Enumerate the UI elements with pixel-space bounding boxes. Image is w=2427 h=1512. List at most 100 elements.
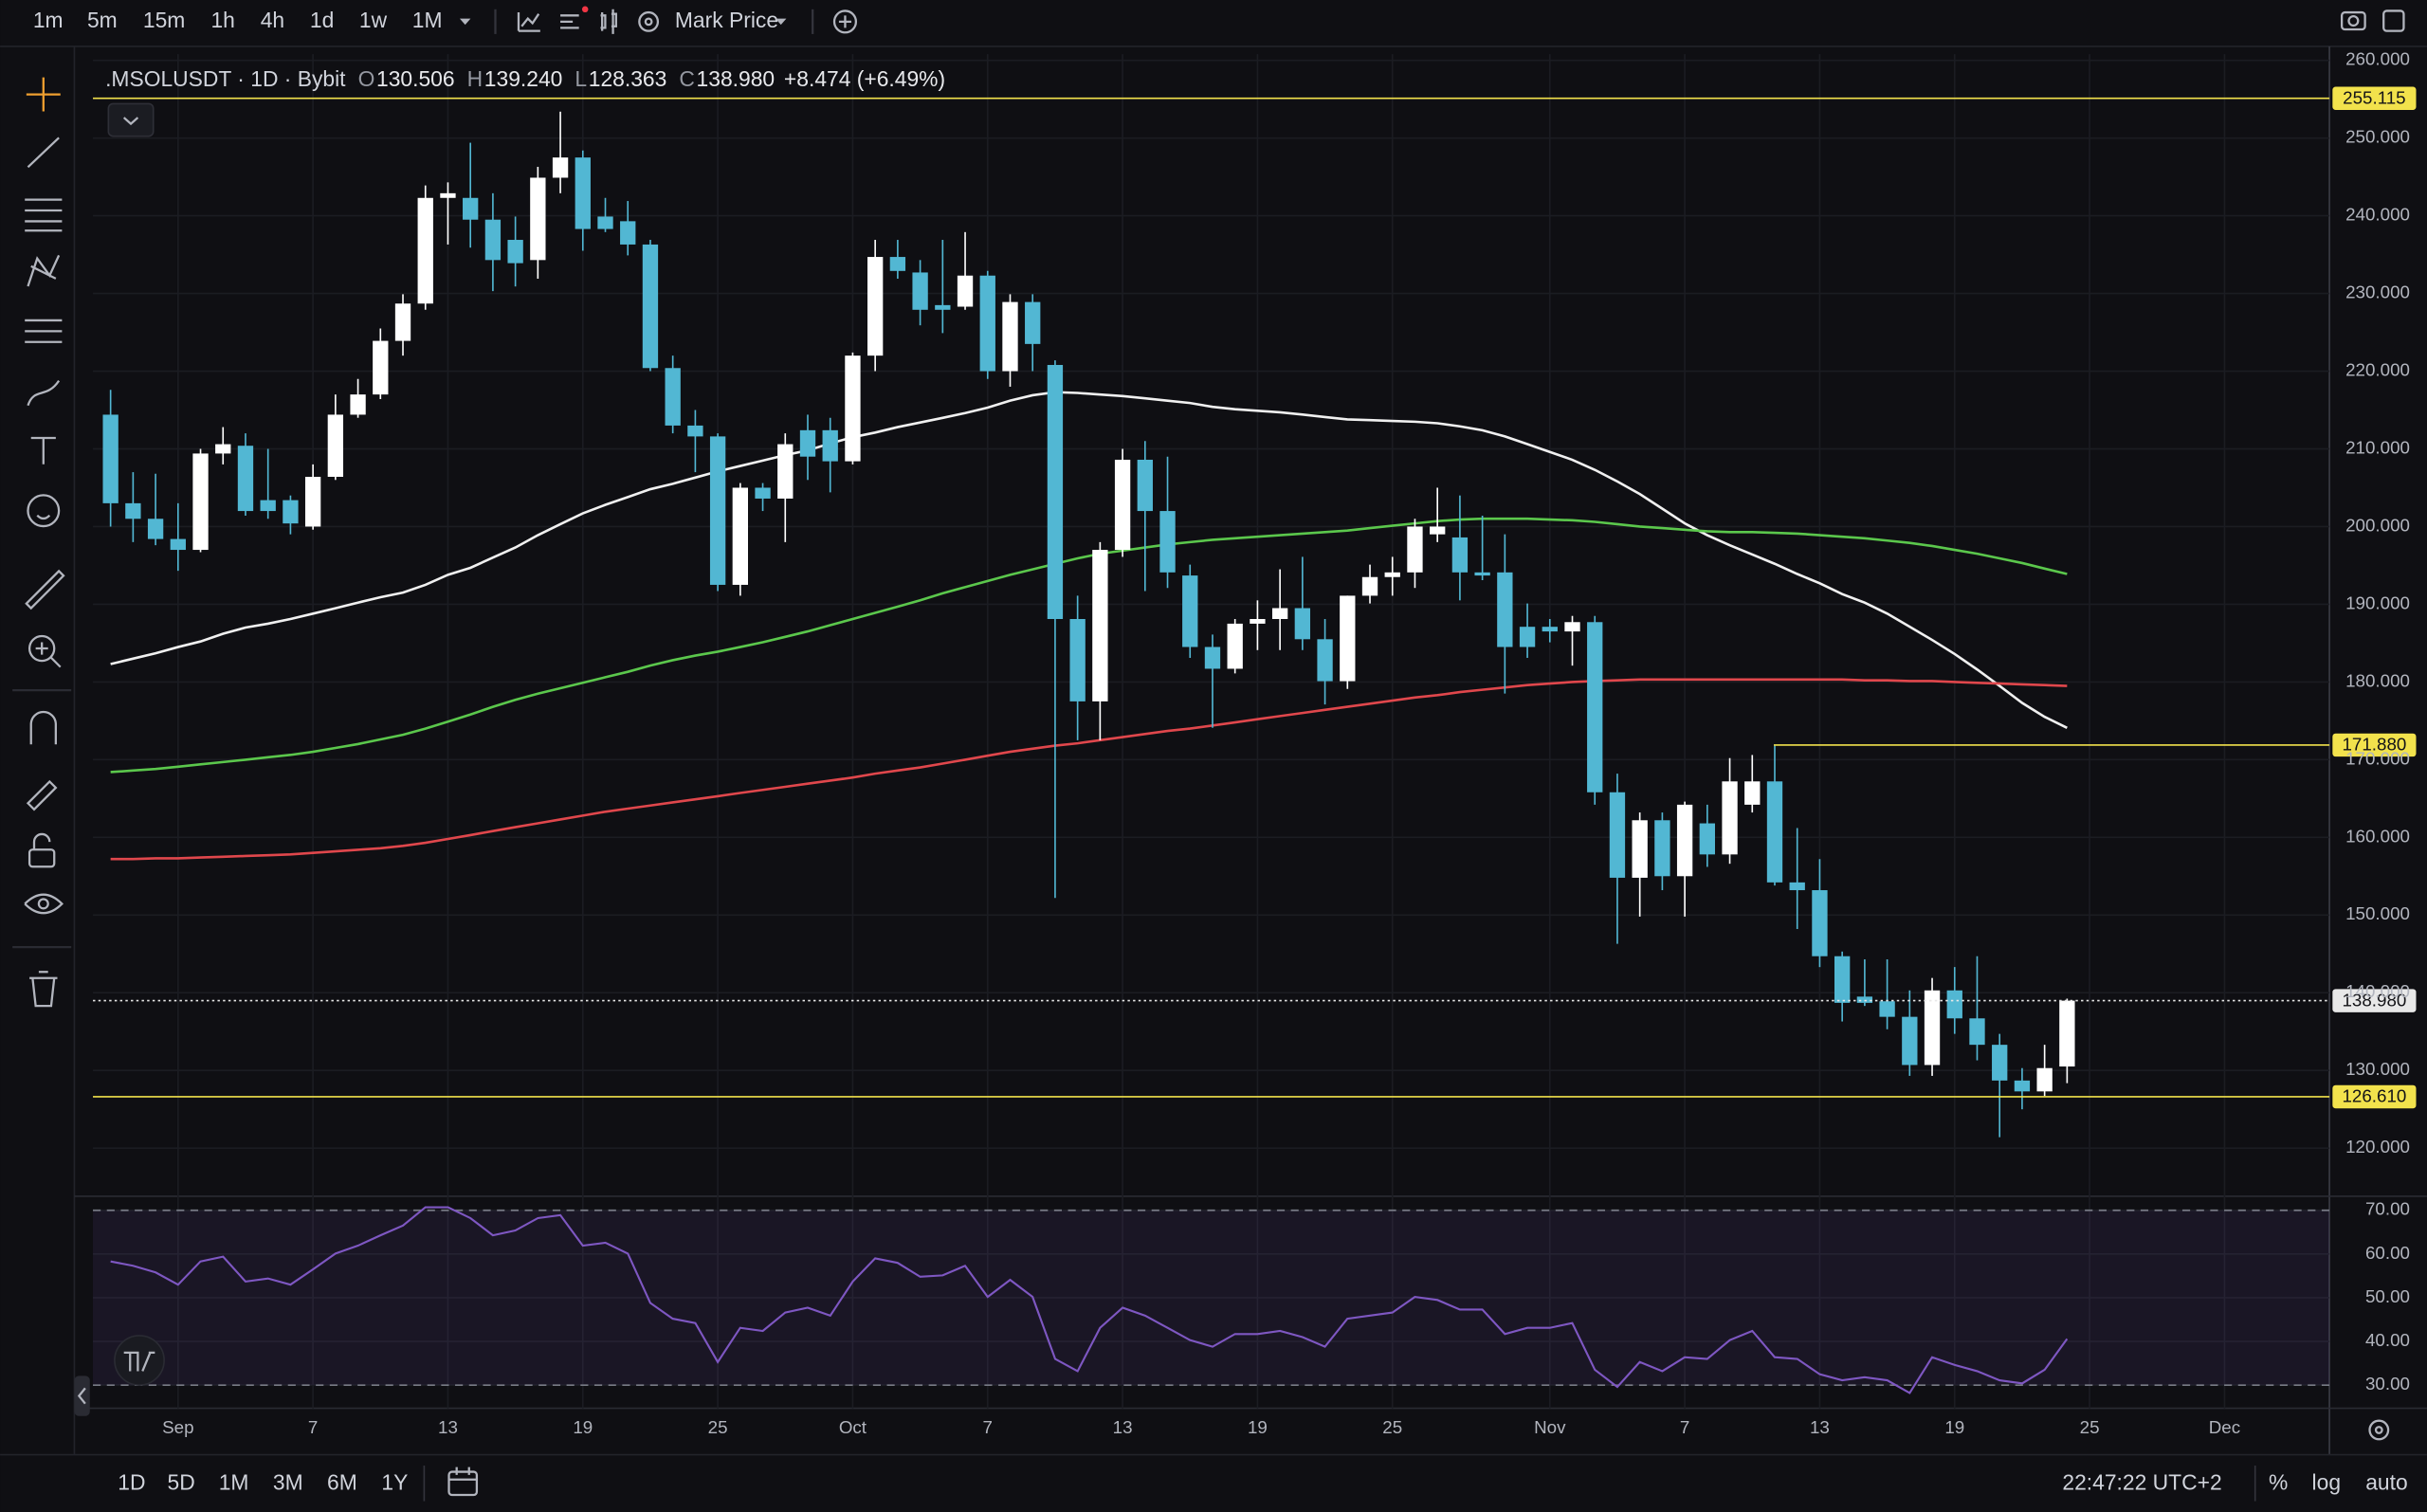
interval-button[interactable]: 1d bbox=[310, 8, 334, 32]
moving-average bbox=[110, 391, 2068, 729]
interval-dropdown[interactable] bbox=[459, 18, 471, 26]
price-source[interactable]: Mark Price bbox=[675, 8, 778, 32]
collapse-legend-button[interactable] bbox=[107, 102, 155, 137]
y-tick-label: 160.000 bbox=[2345, 826, 2410, 846]
price-label: 255.115 bbox=[2343, 88, 2405, 108]
fib-tool[interactable] bbox=[25, 198, 63, 232]
crosshair-tool[interactable] bbox=[26, 77, 61, 112]
text-tool[interactable] bbox=[30, 436, 56, 465]
candle-body bbox=[1632, 820, 1648, 878]
scale-option[interactable]: auto bbox=[2365, 1470, 2407, 1495]
add-icon[interactable] bbox=[832, 9, 858, 34]
snapshot-icon[interactable] bbox=[2340, 10, 2366, 31]
notification-dot bbox=[581, 6, 589, 13]
scale-option[interactable]: log bbox=[2312, 1470, 2341, 1495]
candle-body bbox=[125, 502, 141, 519]
candle-type-icon[interactable] bbox=[600, 9, 617, 34]
candle-body bbox=[1587, 622, 1603, 792]
y-tick-label: 40.00 bbox=[2365, 1330, 2410, 1350]
collapse-tab[interactable] bbox=[74, 1375, 90, 1416]
candle-body bbox=[709, 436, 726, 585]
forecast-tool[interactable] bbox=[25, 319, 63, 343]
fullscreen-icon[interactable] bbox=[2382, 9, 2405, 32]
candle-body bbox=[463, 197, 479, 220]
x-tick-label: 19 bbox=[1248, 1417, 1268, 1437]
candle-body bbox=[1204, 647, 1221, 669]
emoji-tool[interactable] bbox=[27, 494, 61, 528]
candle-body bbox=[1451, 537, 1469, 573]
indicator-icon[interactable] bbox=[517, 12, 540, 32]
logo[interactable] bbox=[114, 1335, 165, 1386]
draw-mode-tool[interactable] bbox=[26, 779, 58, 811]
price-source-icon-dot bbox=[644, 17, 653, 27]
y-tick-label: 50.00 bbox=[2365, 1286, 2410, 1306]
ohlc-key: L bbox=[575, 66, 587, 91]
candle-body bbox=[350, 394, 366, 415]
drawing-toolbar bbox=[12, 77, 72, 1008]
price-label-box bbox=[2332, 86, 2417, 110]
candle-body bbox=[1271, 608, 1288, 619]
candle-body bbox=[417, 197, 433, 304]
range-button[interactable]: 6M bbox=[327, 1470, 357, 1495]
clock: 22:47:22 UTC+2 bbox=[2062, 1470, 2221, 1495]
settings-icon[interactable] bbox=[2368, 1419, 2390, 1441]
candle-body bbox=[530, 177, 546, 261]
x-tick-label: Nov bbox=[1534, 1417, 1566, 1437]
range-button[interactable]: 1M bbox=[219, 1470, 249, 1495]
candle-body bbox=[1137, 459, 1153, 512]
interval-button[interactable]: 4h bbox=[261, 8, 284, 32]
y-tick-label: 190.000 bbox=[2345, 592, 2410, 612]
interval-button[interactable]: 1h bbox=[210, 8, 234, 32]
collapse-arrow bbox=[122, 117, 139, 126]
y-tick-label: 240.000 bbox=[2345, 205, 2410, 225]
range-button[interactable]: 5D bbox=[167, 1470, 194, 1495]
trend-line-tool[interactable] bbox=[27, 137, 60, 169]
price-source-icon[interactable] bbox=[638, 10, 660, 32]
candle-body bbox=[912, 272, 928, 310]
candle-body bbox=[620, 221, 636, 245]
candle-body bbox=[260, 500, 276, 512]
ohlc-value: 138.980 bbox=[697, 66, 776, 91]
delete-tool[interactable] bbox=[29, 971, 58, 1008]
candle-body bbox=[1361, 576, 1378, 596]
price-source-dropdown[interactable] bbox=[775, 18, 787, 26]
brush-tool[interactable] bbox=[27, 379, 61, 407]
price-label: 171.880 bbox=[2342, 735, 2406, 755]
compare-icon[interactable] bbox=[560, 14, 579, 29]
lock-tool[interactable] bbox=[27, 848, 56, 868]
zoom-tool[interactable] bbox=[27, 634, 56, 663]
visibility-tool[interactable] bbox=[24, 893, 64, 915]
candle-body bbox=[1856, 996, 1873, 1003]
pattern-tool[interactable] bbox=[27, 254, 61, 287]
x-tick-label: 25 bbox=[2080, 1417, 2100, 1437]
magnet-tool[interactable] bbox=[29, 710, 57, 745]
interval-button[interactable]: 1m bbox=[33, 8, 64, 32]
candle-body bbox=[1946, 990, 1962, 1019]
candle-body bbox=[889, 257, 906, 271]
range-button[interactable]: 3M bbox=[273, 1470, 303, 1495]
goto-date-icon[interactable] bbox=[447, 1466, 479, 1497]
candle-body bbox=[304, 477, 321, 527]
ohlc-value: 130.506 bbox=[376, 66, 455, 91]
x-tick-label: 13 bbox=[438, 1417, 458, 1437]
range-button[interactable]: 1D bbox=[118, 1470, 145, 1495]
interval-button[interactable]: 15m bbox=[143, 8, 185, 32]
x-tick-label: Dec bbox=[2209, 1417, 2240, 1437]
interval-button[interactable]: 1w bbox=[359, 8, 388, 32]
interval-button[interactable]: 1M bbox=[412, 8, 443, 32]
ruler-tool[interactable] bbox=[25, 569, 65, 610]
candle-body bbox=[665, 368, 681, 426]
range-button[interactable]: 1Y bbox=[381, 1470, 408, 1495]
price-label-box bbox=[2332, 989, 2417, 1012]
interval-button[interactable]: 5m bbox=[87, 8, 118, 32]
y-tick-label: 230.000 bbox=[2345, 282, 2410, 302]
scale-option[interactable]: % bbox=[2269, 1470, 2288, 1495]
candle-body bbox=[1519, 627, 1536, 647]
toolbar-icons[interactable] bbox=[494, 6, 2405, 34]
candle-body bbox=[1902, 1016, 1918, 1066]
candle-body bbox=[2014, 1080, 2031, 1092]
candle-body bbox=[1676, 804, 1693, 877]
price-label-box bbox=[2332, 733, 2417, 757]
candle-body bbox=[1609, 792, 1626, 878]
candle-body bbox=[192, 453, 209, 551]
